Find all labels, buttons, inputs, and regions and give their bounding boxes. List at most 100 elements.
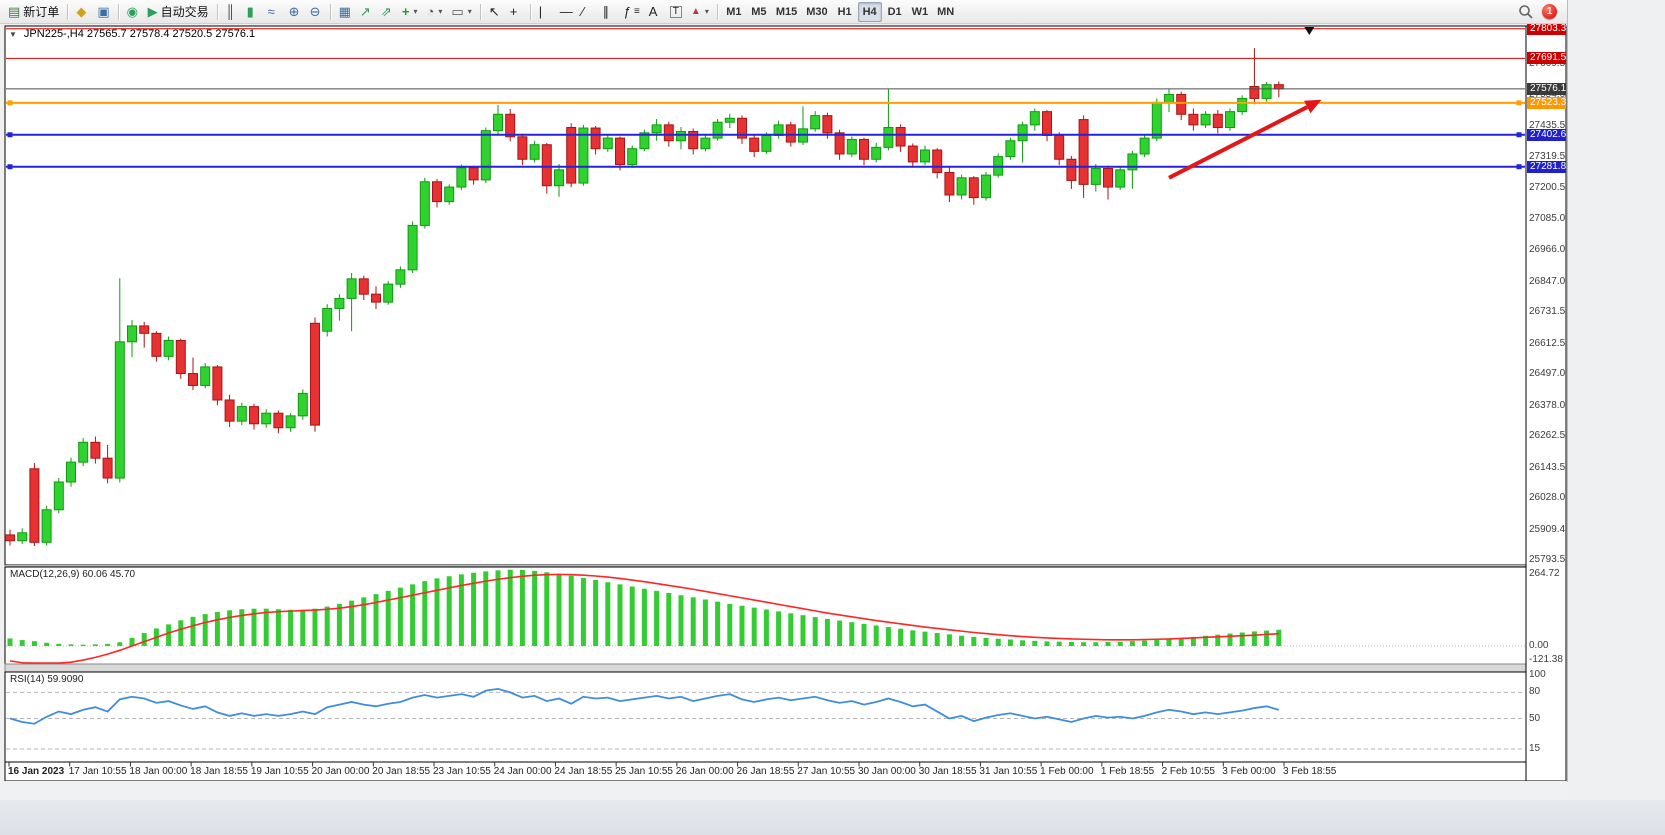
bar-chart-icon: ║ <box>225 4 235 19</box>
new-order-label: 新订单 <box>23 5 60 19</box>
fibonacci-icon: ƒ <box>623 4 631 19</box>
timeframe-h4[interactable]: H4 <box>857 1 882 22</box>
toolbar-right-group: 1 <box>1518 4 1563 20</box>
vertical-line-button[interactable]: | <box>535 2 555 22</box>
timeline-panel <box>4 761 1527 781</box>
collapse-icon[interactable]: ▼ <box>9 29 17 39</box>
rsi-label: RSI(14) 59.9090 <box>10 674 84 685</box>
zoom-in-button[interactable]: ⊕ <box>285 2 305 22</box>
text-icon: A <box>648 4 658 19</box>
chart-header: ▼ JPN225-,H4 27565.7 27578.4 27520.5 275… <box>9 28 255 40</box>
crosshair-button[interactable]: + <box>506 2 526 22</box>
text-label-button[interactable]: T <box>666 2 686 22</box>
template-icon: ▭ <box>451 4 464 19</box>
macd-signal-line <box>9 573 1279 664</box>
clock-icon: ◔ <box>426 4 435 19</box>
main-panel[interactable] <box>4 25 1527 566</box>
charts-profile-button[interactable]: ◆ <box>72 2 92 22</box>
market-watch-button[interactable]: ◉ <box>123 2 143 22</box>
label-icon: T <box>669 5 682 18</box>
autotrade-button[interactable]: ▶ 自动交易 <box>144 2 213 22</box>
zoom-out-icon: ⊖ <box>309 4 321 19</box>
zoom-in-icon: ⊕ <box>288 4 300 19</box>
channel-icon: ∥ <box>602 4 610 19</box>
trendline-icon: ∕ <box>581 4 584 19</box>
channel-button[interactable]: ∥ <box>599 2 619 22</box>
timeframe-m30[interactable]: M30 <box>802 2 831 22</box>
text-button[interactable]: A <box>645 2 665 22</box>
toolbar-separator <box>479 3 481 20</box>
notification-badge[interactable]: 1 <box>1542 4 1557 19</box>
line-chart-button[interactable]: ≈ <box>264 2 284 22</box>
timeframe-mn[interactable]: MN <box>933 2 958 22</box>
new-order-icon: ▤ <box>8 4 21 19</box>
crosshair-icon: + <box>509 4 518 19</box>
tile-windows-icon: ▦ <box>338 4 351 19</box>
autotrade-icon: ▶ <box>147 4 158 19</box>
vertical-line-icon: | <box>538 4 543 19</box>
line-handle[interactable] <box>7 164 13 170</box>
horizontal-line-icon: — <box>559 4 573 19</box>
line-handle[interactable] <box>1516 132 1522 138</box>
rsi-line <box>9 688 1280 725</box>
toolbar-separator <box>216 3 218 20</box>
chevron-down-icon: ▾ <box>704 7 709 16</box>
fibonacci-button[interactable]: ƒ ≡ <box>620 2 644 22</box>
panel-separator[interactable] <box>4 663 1527 673</box>
arrows-tool-button[interactable]: ▲ ▾ <box>687 2 713 22</box>
toolbar-separator <box>529 3 531 20</box>
chart-title: JPN225-,H4 27565.7 27578.4 27520.5 27576… <box>23 28 256 40</box>
trendline-button[interactable]: ∕ <box>578 2 598 22</box>
candle-chart-button[interactable]: ▮ <box>243 2 263 22</box>
toolbar-separator <box>329 3 331 20</box>
indicators-icon: ↗ <box>359 4 371 19</box>
line-handle[interactable] <box>7 132 13 138</box>
tile-windows-button[interactable]: ▦ <box>335 2 355 22</box>
timeframe-h1[interactable]: H1 <box>833 2 857 22</box>
line-handle[interactable] <box>7 100 13 106</box>
periods-button[interactable]: ◔ ▾ <box>423 2 447 22</box>
down-triangle-marker[interactable] <box>1304 27 1315 35</box>
arrows-tool-icon: ▲ <box>690 5 701 17</box>
toolbar-separator <box>67 3 69 20</box>
main-toolbar: ▤ 新订单 ◆ ▣ ◉ ▶ 自动交易 ║ ▮ ≈ ⊕ ⊖ ▦ ↗ ⇗ + ▾ ◔ ▾… <box>0 0 1567 24</box>
bar-chart-button[interactable]: ║ <box>222 2 242 22</box>
objects-list-button[interactable]: ⇗ <box>377 2 397 22</box>
profiles-button[interactable]: ▣ <box>93 2 113 22</box>
line-handle[interactable] <box>1516 100 1522 106</box>
line-handle[interactable] <box>1516 164 1522 170</box>
add-indicator-icon: + <box>401 4 410 19</box>
market-watch-icon: ◉ <box>126 4 138 19</box>
panel-separator[interactable] <box>5 565 1526 567</box>
timeframe-m15[interactable]: M15 <box>772 2 801 22</box>
timeframe-m5[interactable]: M5 <box>747 2 771 22</box>
new-order-button[interactable]: ▤ 新订单 <box>4 2 63 22</box>
fibonacci-lines-icon: ≡ <box>633 5 640 17</box>
line-chart-icon: ≈ <box>267 4 275 19</box>
trend-arrow-line[interactable] <box>1168 105 1309 180</box>
macd-label: MACD(12,26,9) 60.06 45.70 <box>10 569 136 580</box>
charts-profile-icon: ◆ <box>76 4 87 19</box>
add-indicator-button[interactable]: + ▾ <box>398 2 422 22</box>
rsi-panel[interactable] <box>4 671 1527 763</box>
timeframe-d1[interactable]: D1 <box>883 2 907 22</box>
chevron-down-icon: ▾ <box>438 7 443 16</box>
candle-chart-icon: ▮ <box>246 4 254 19</box>
cursor-button[interactable]: ↖ <box>485 2 505 22</box>
price-axis-panel[interactable] <box>1525 25 1567 781</box>
chevron-down-icon: ▾ <box>467 7 472 16</box>
autotrade-label: 自动交易 <box>160 5 209 19</box>
profiles-icon: ▣ <box>97 4 110 19</box>
templates-button[interactable]: ▭ ▾ <box>447 2 475 22</box>
timeframe-w1[interactable]: W1 <box>908 2 933 22</box>
search-icon[interactable] <box>1518 4 1534 20</box>
terminal-window: ▤ 新订单 ◆ ▣ ◉ ▶ 自动交易 ║ ▮ ≈ ⊕ ⊖ ▦ ↗ ⇗ + ▾ ◔ ▾… <box>0 0 1568 800</box>
chart-canvas[interactable] <box>0 24 1568 781</box>
horizontal-line-button[interactable]: — <box>556 2 577 22</box>
indicators-list-button[interactable]: ↗ <box>356 2 376 22</box>
timeframe-m1[interactable]: M1 <box>722 2 746 22</box>
trend-arrow-head <box>1304 99 1322 114</box>
zoom-out-button[interactable]: ⊖ <box>306 2 326 22</box>
chevron-down-icon: ▾ <box>413 7 418 16</box>
